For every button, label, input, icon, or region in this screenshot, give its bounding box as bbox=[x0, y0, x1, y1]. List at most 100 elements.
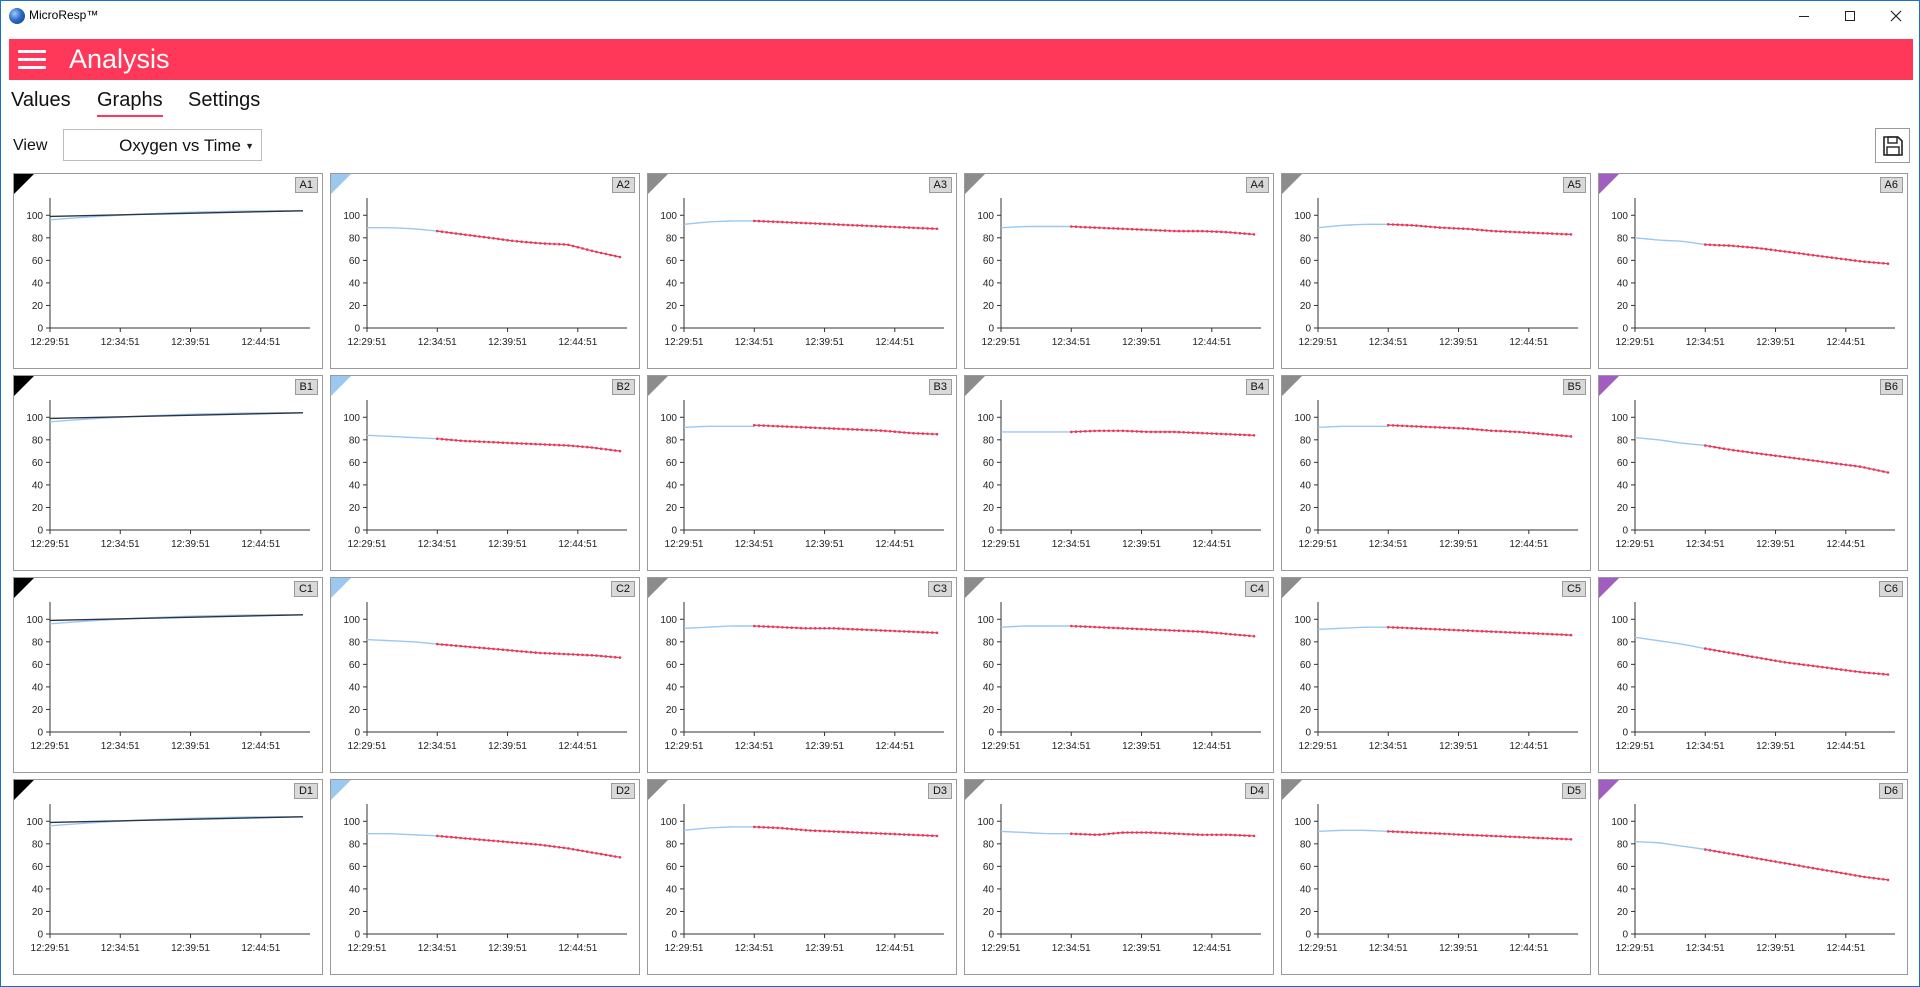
maximize-button[interactable] bbox=[1827, 1, 1873, 31]
well-graph-B5[interactable]: 0 20 40 60 80 100 12:29:51 12:34:51 12:39:51 12:4… bbox=[1281, 375, 1591, 571]
data-point bbox=[496, 648, 500, 651]
data-point bbox=[1825, 869, 1829, 872]
data-point bbox=[473, 646, 476, 649]
data-point bbox=[496, 839, 500, 843]
well-graph-A3[interactable]: 0 20 40 60 80 100 12:29:51 12:34:51 12:39:51 12:4… bbox=[647, 173, 957, 369]
save-button[interactable] bbox=[1875, 128, 1910, 163]
well-label: C2 bbox=[610, 581, 635, 597]
data-point bbox=[1447, 628, 1451, 632]
x-tick-label: 12:39:51 bbox=[1756, 741, 1795, 752]
data-point bbox=[1774, 860, 1777, 863]
data-point bbox=[1243, 433, 1246, 437]
y-tick-label: 80 bbox=[349, 435, 361, 446]
data-point bbox=[1760, 452, 1763, 456]
tab-settings[interactable]: Settings bbox=[188, 89, 261, 111]
data-point bbox=[832, 427, 836, 430]
well-graph-A5[interactable]: 0 20 40 60 80 100 12:29:51 12:34:51 12:39:51 12:4… bbox=[1281, 173, 1591, 369]
data-point bbox=[1196, 630, 1200, 633]
data-point bbox=[1396, 424, 1399, 427]
well-graph-C1[interactable]: 0 20 40 60 80 100 12:29:51 12:34:51 12:39:51 12:4… bbox=[13, 577, 323, 773]
y-tick-label: 100 bbox=[1294, 817, 1311, 828]
hamburger-menu-icon[interactable] bbox=[18, 50, 46, 70]
data-point bbox=[450, 231, 453, 235]
well-graph-D3[interactable]: 0 20 40 60 80 100 12:29:51 12:34:51 12:39:51 12:4… bbox=[647, 779, 957, 975]
data-point bbox=[581, 849, 584, 853]
well-label: C4 bbox=[1244, 581, 1269, 597]
well-graph-A6[interactable]: 0 20 40 60 80 100 12:29:51 12:34:51 12:39:51 12:4… bbox=[1598, 173, 1908, 369]
well-graph-D1[interactable]: 0 20 40 60 80 100 12:29:51 12:34:51 12:39:51 12:4… bbox=[13, 779, 323, 975]
well-graph-D2[interactable]: 0 20 40 60 80 100 12:29:51 12:34:51 12:39:51 12:4… bbox=[330, 779, 640, 975]
x-tick-label: 12:44:51 bbox=[558, 337, 597, 348]
x-tick-label: 12:34:51 bbox=[1052, 539, 1091, 550]
data-point bbox=[1877, 672, 1880, 675]
data-point bbox=[548, 652, 551, 655]
view-dropdown[interactable]: Oxygen vs Time ▼ bbox=[63, 129, 262, 161]
y-tick-label: 20 bbox=[1300, 705, 1312, 716]
well-graph-C5[interactable]: 0 20 40 60 80 100 12:29:51 12:34:51 12:39:51 12:4… bbox=[1281, 577, 1591, 773]
data-point bbox=[529, 650, 533, 654]
data-point bbox=[1541, 632, 1545, 636]
well-graph-D6[interactable]: 0 20 40 60 80 100 12:29:51 12:34:51 12:39:51 12:4… bbox=[1598, 779, 1908, 975]
y-tick-label: 60 bbox=[983, 660, 995, 671]
data-point bbox=[1727, 244, 1730, 247]
well-label: A3 bbox=[928, 177, 952, 193]
data-point bbox=[795, 626, 798, 630]
well-graph-C2[interactable]: 0 20 40 60 80 100 12:29:51 12:34:51 12:39:51 12:4… bbox=[330, 577, 640, 773]
data-point bbox=[1457, 628, 1460, 632]
well-graph-B4[interactable]: 0 20 40 60 80 100 12:29:51 12:34:51 12:39:51 12:4… bbox=[964, 375, 1274, 571]
tab-graphs[interactable]: Graphs bbox=[97, 89, 163, 117]
close-button[interactable] bbox=[1873, 1, 1919, 31]
series-line-early bbox=[1317, 829, 1389, 833]
x-tick-label: 12:29:51 bbox=[982, 741, 1021, 752]
y-tick-label: 40 bbox=[32, 278, 44, 289]
data-point bbox=[1839, 257, 1843, 261]
y-tick-label: 20 bbox=[32, 705, 44, 716]
well-graph-B1[interactable]: 0 20 40 60 80 100 12:29:51 12:34:51 12:39:51 12:4… bbox=[13, 375, 323, 571]
data-point bbox=[1219, 432, 1223, 436]
data-point bbox=[1872, 261, 1876, 264]
well-graph-A4[interactable]: 0 20 40 60 80 100 12:29:51 12:34:51 12:39:51 12:4… bbox=[964, 173, 1274, 369]
data-point bbox=[1102, 226, 1106, 230]
tab-values[interactable]: Values bbox=[11, 89, 71, 111]
well-graph-B2[interactable]: 0 20 40 60 80 100 12:29:51 12:34:51 12:39:51 12:4… bbox=[330, 375, 640, 571]
well-graph-D4[interactable]: 0 20 40 60 80 100 12:29:51 12:34:51 12:39:51 12:4… bbox=[964, 779, 1274, 975]
data-point bbox=[1835, 256, 1838, 260]
data-point bbox=[1527, 631, 1531, 635]
data-point bbox=[614, 655, 617, 659]
data-point bbox=[618, 449, 622, 453]
series-line-early bbox=[1317, 223, 1389, 229]
well-graph-A1[interactable]: 0 20 40 60 80 100 12:29:51 12:34:51 12:39:51 12:4… bbox=[13, 173, 323, 369]
x-tick-label: 12:34:51 bbox=[1369, 337, 1408, 348]
well-graph-C4[interactable]: 0 20 40 60 80 100 12:29:51 12:34:51 12:39:51 12:4… bbox=[964, 577, 1274, 773]
well-graph-C3[interactable]: 0 20 40 60 80 100 12:29:51 12:34:51 12:39:51 12:4… bbox=[647, 577, 957, 773]
well-graph-A2[interactable]: 0 20 40 60 80 100 12:29:51 12:34:51 12:39:51 12:4… bbox=[330, 173, 640, 369]
well-graph-D5[interactable]: 0 20 40 60 80 100 12:29:51 12:34:51 12:39:51 12:4… bbox=[1281, 779, 1591, 975]
series-line-fit bbox=[49, 816, 303, 824]
data-point bbox=[1835, 462, 1838, 465]
group-color-marker bbox=[965, 780, 985, 800]
data-point bbox=[1882, 262, 1885, 265]
well-graph-B6[interactable]: 0 20 40 60 80 100 12:29:51 12:34:51 12:39:51 12:4… bbox=[1598, 375, 1908, 571]
data-point bbox=[1769, 658, 1773, 662]
data-point bbox=[440, 835, 444, 838]
data-point bbox=[543, 844, 547, 847]
y-tick-label: 80 bbox=[349, 637, 361, 648]
data-point bbox=[1732, 448, 1735, 452]
data-point bbox=[1494, 429, 1498, 433]
data-point bbox=[450, 644, 453, 647]
group-color-marker bbox=[1282, 578, 1302, 598]
data-point bbox=[1154, 228, 1157, 232]
data-point bbox=[804, 828, 808, 832]
x-tick-label: 12:44:51 bbox=[875, 943, 914, 954]
data-point bbox=[1532, 231, 1535, 235]
data-point bbox=[1210, 432, 1214, 435]
data-point bbox=[1494, 229, 1498, 233]
data-point bbox=[1471, 629, 1474, 633]
data-point bbox=[1405, 830, 1409, 834]
minimize-button[interactable] bbox=[1781, 1, 1827, 31]
data-point bbox=[464, 645, 467, 648]
y-tick-label: 20 bbox=[32, 907, 44, 918]
well-graph-B3[interactable]: 0 20 40 60 80 100 12:29:51 12:34:51 12:39:51 12:4… bbox=[647, 375, 957, 571]
well-graph-C6[interactable]: 0 20 40 60 80 100 12:29:51 12:34:51 12:39:51 12:4… bbox=[1598, 577, 1908, 773]
data-point bbox=[534, 651, 537, 654]
